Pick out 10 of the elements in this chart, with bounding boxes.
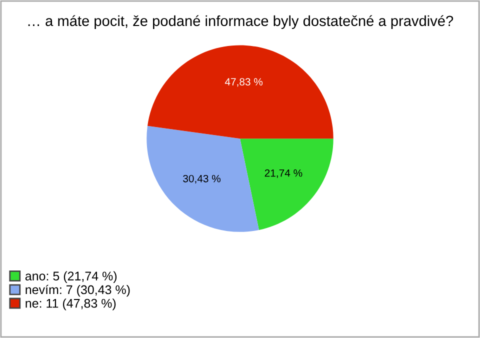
legend-label: ano: 5 (21,74 %) — [25, 271, 117, 283]
data-label: 21,74 % — [264, 169, 302, 178]
pie-slice — [240, 138, 334, 230]
chart-title: … a máte pocit, že podané informace byly dostatečné a pravdivé? — [28, 15, 454, 29]
data-label: 47,83 % — [224, 78, 263, 87]
data-label: 30,43 % — [183, 174, 221, 184]
legend-label: nevím: 7 (30,43 %) — [26, 284, 130, 297]
pie-slice — [148, 45, 334, 139]
legend-label: ne: 11 (47,83 %) — [26, 298, 116, 310]
pie-slice — [146, 126, 259, 232]
